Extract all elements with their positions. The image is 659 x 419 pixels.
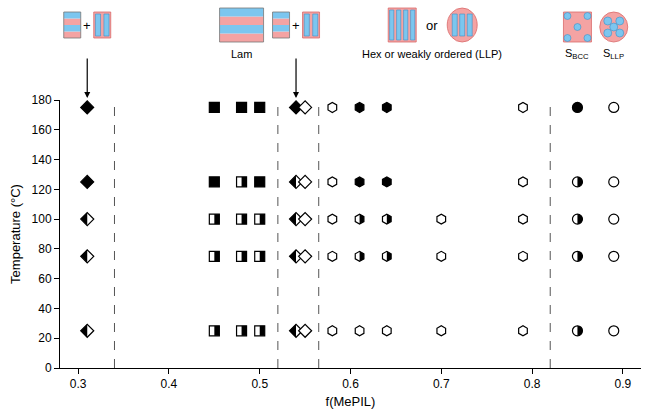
svg-text:Hex or weakly ordered (LLP): Hex or weakly ordered (LLP) xyxy=(362,48,502,60)
svg-text:+: + xyxy=(83,18,91,33)
svg-text:0.4: 0.4 xyxy=(161,377,178,391)
svg-text:180: 180 xyxy=(32,93,52,107)
svg-text:+: + xyxy=(292,18,300,33)
svg-text:0: 0 xyxy=(45,361,52,375)
svg-text:Temperature (°C): Temperature (°C) xyxy=(8,184,23,284)
svg-text:S​BCC​: S​BCC​ xyxy=(565,47,589,61)
svg-text:20: 20 xyxy=(38,331,52,345)
svg-text:140: 140 xyxy=(32,153,52,167)
svg-text:0.7: 0.7 xyxy=(433,377,450,391)
svg-text:100: 100 xyxy=(32,212,52,226)
svg-text:0.3: 0.3 xyxy=(70,377,87,391)
svg-text:or: or xyxy=(426,18,438,33)
svg-text:S​LLP​: S​LLP​ xyxy=(603,47,624,61)
svg-text:Lam: Lam xyxy=(231,48,252,60)
svg-text:0.8: 0.8 xyxy=(524,377,541,391)
svg-text:0.6: 0.6 xyxy=(342,377,359,391)
svg-text:160: 160 xyxy=(32,123,52,137)
svg-text:f(MePIL): f(MePIL) xyxy=(326,394,376,409)
svg-text:60: 60 xyxy=(38,272,52,286)
svg-text:40: 40 xyxy=(38,302,52,316)
svg-text:0.5: 0.5 xyxy=(251,377,268,391)
svg-text:80: 80 xyxy=(38,242,52,256)
svg-text:0.9: 0.9 xyxy=(614,377,631,391)
svg-text:120: 120 xyxy=(32,183,52,197)
